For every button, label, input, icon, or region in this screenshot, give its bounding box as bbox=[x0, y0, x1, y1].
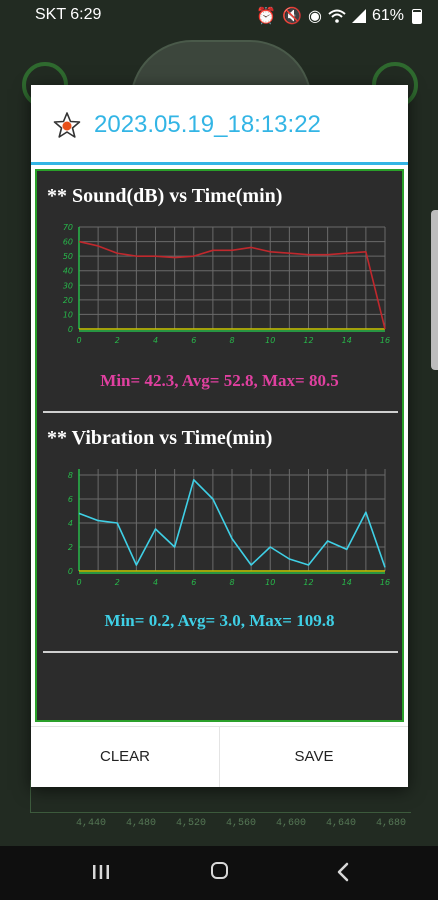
sound-x-tick-label: 10 bbox=[265, 336, 275, 345]
vibration-x-tick-label: 2 bbox=[115, 578, 120, 587]
back-icon[interactable] bbox=[336, 862, 350, 882]
status-bar: SKT 6:29 ⏰ 🔇 ◉ 61% bbox=[0, 0, 438, 32]
record-dialog: 2023.05.19_18:13:22 ** Sound(dB) vs Time… bbox=[31, 85, 408, 787]
vibration-stats: Min= 0.2, Avg= 3.0, Max= 109.8 bbox=[104, 611, 335, 630]
save-button[interactable]: SAVE bbox=[220, 727, 408, 787]
background-axis-tick: 4,560 bbox=[226, 818, 257, 829]
recent-apps-icon[interactable] bbox=[92, 864, 110, 880]
vibration-x-tick-label: 6 bbox=[191, 578, 196, 587]
alarm-icon: ⏰ bbox=[256, 8, 277, 25]
vibration-x-tick-label: 16 bbox=[380, 578, 390, 587]
battery-percent: 61% bbox=[371, 7, 404, 24]
sound-x-tick-label: 12 bbox=[303, 336, 313, 345]
sound-x-tick-label: 0 bbox=[76, 336, 81, 345]
home-icon[interactable] bbox=[211, 862, 228, 879]
sound-panel-title: ** Sound(dB) vs Time(min) bbox=[47, 185, 283, 207]
vibration-x-tick-label: 0 bbox=[76, 578, 81, 587]
vibration-y-tick-label: 2 bbox=[68, 543, 73, 552]
dialog-content: ** Sound(dB) vs Time(min) 0 10 20 30 40 50 60 7… bbox=[35, 169, 404, 722]
vibration-y-tick-label: 6 bbox=[68, 495, 73, 504]
vibration-y-tick-label: 4 bbox=[68, 519, 73, 528]
sound-x-tick-label: 4 bbox=[153, 336, 158, 345]
background-chart bbox=[30, 780, 411, 813]
status-time: SKT 6:29 bbox=[35, 6, 102, 23]
background-axis-tick: 4,600 bbox=[276, 818, 307, 829]
wifi-icon bbox=[328, 9, 346, 23]
dialog-header: 2023.05.19_18:13:22 bbox=[31, 85, 408, 165]
panel-separator bbox=[43, 411, 398, 413]
sound-y-tick-label: 60 bbox=[63, 238, 73, 247]
star-icon bbox=[53, 112, 81, 138]
background-axis-tick: 4,440 bbox=[76, 818, 107, 829]
status-icons: ⏰ 🔇 ◉ 61% bbox=[256, 6, 422, 26]
background-axis-tick: 4,520 bbox=[176, 818, 207, 829]
vibration-x-tick-label: 12 bbox=[303, 578, 313, 587]
sound-y-tick-label: 10 bbox=[63, 310, 73, 319]
vibration-panel-title: ** Vibration vs Time(min) bbox=[47, 427, 273, 449]
clear-button[interactable]: CLEAR bbox=[31, 727, 220, 787]
vibration-series-line bbox=[78, 478, 386, 568]
sound-x-tick-label: 16 bbox=[380, 336, 390, 345]
title-divider bbox=[31, 162, 408, 165]
sound-y-tick-label: 0 bbox=[68, 325, 73, 334]
sound-y-tick-label: 70 bbox=[63, 223, 73, 232]
sound-chart: 0 10 20 30 40 50 60 70 0 2 4 6 8 10 12 14 16 bbox=[63, 223, 390, 345]
vibration-y-tick-label: 0 bbox=[68, 567, 73, 576]
sound-x-tick-label: 8 bbox=[229, 336, 234, 345]
navigation-bar bbox=[0, 846, 438, 900]
vibration-x-tick-label: 10 bbox=[265, 578, 275, 587]
dialog-buttons: CLEAR SAVE bbox=[31, 726, 408, 787]
scroll-handle[interactable] bbox=[431, 210, 438, 370]
location-icon: ◉ bbox=[308, 8, 322, 25]
vibration-chart: 0 2 4 6 8 0 2 4 6 8 10 12 14 16 bbox=[68, 469, 390, 587]
vibration-x-tick-label: 14 bbox=[342, 578, 352, 587]
battery-icon bbox=[412, 8, 422, 24]
signal-icon bbox=[351, 9, 366, 23]
sound-y-tick-label: 30 bbox=[63, 281, 73, 290]
sound-x-tick-label: 14 bbox=[342, 336, 352, 345]
sound-stats: Min= 42.3, Avg= 52.8, Max= 80.5 bbox=[100, 371, 339, 390]
sound-x-tick-label: 2 bbox=[115, 336, 120, 345]
sound-y-tick-label: 40 bbox=[63, 267, 73, 276]
vibration-x-tick-label: 8 bbox=[229, 578, 234, 587]
panel-separator bbox=[43, 651, 398, 653]
background-axis: 4,440 4,480 4,520 4,560 4,600 4,640 4,68… bbox=[0, 818, 438, 832]
vibration-x-tick-label: 4 bbox=[153, 578, 158, 587]
sound-series-line bbox=[78, 240, 386, 330]
vibration-y-tick-label: 8 bbox=[68, 471, 73, 480]
background-axis-tick: 4,640 bbox=[326, 818, 357, 829]
dialog-title: 2023.05.19_18:13:22 bbox=[94, 111, 321, 138]
background-axis-tick: 4,680 bbox=[376, 818, 407, 829]
sound-x-tick-label: 6 bbox=[191, 336, 196, 345]
background-axis-tick: 4,480 bbox=[126, 818, 157, 829]
sound-y-tick-label: 50 bbox=[63, 252, 73, 261]
sound-y-tick-label: 20 bbox=[63, 296, 73, 305]
mute-icon: 🔇 bbox=[282, 8, 302, 25]
